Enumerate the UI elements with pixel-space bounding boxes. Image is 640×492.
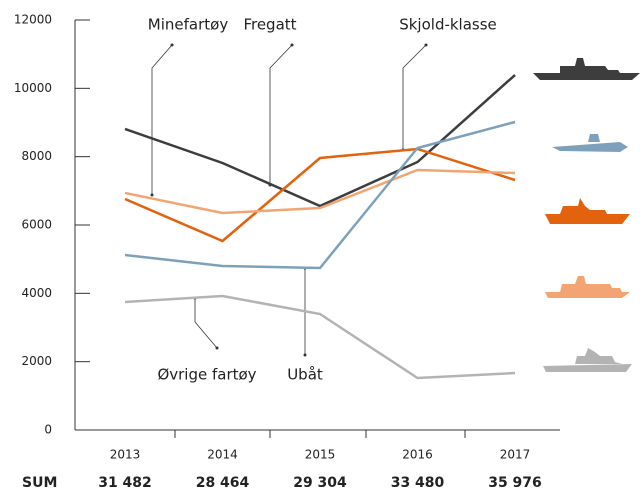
pointer-dot xyxy=(303,353,307,357)
series-label: Øvrige fartøy xyxy=(157,366,256,384)
y-tick-label: 10000 xyxy=(14,81,52,95)
y-tick-label: 6000 xyxy=(21,218,52,232)
y-tick-label: 0 xyxy=(44,423,52,437)
x-tick-label: 2014 xyxy=(207,448,238,462)
pointer-dot xyxy=(150,193,154,197)
sum-value: 33 480 xyxy=(391,475,445,491)
series-line xyxy=(124,74,516,208)
y-tick-label: 4000 xyxy=(21,286,52,300)
x-tick-label: 2015 xyxy=(305,448,336,462)
sum-value: 31 482 xyxy=(98,475,152,491)
series-label: Fregatt xyxy=(243,16,296,34)
series-line xyxy=(124,168,516,215)
y-tick-label: 12000 xyxy=(14,13,52,27)
sum-value: 29 304 xyxy=(293,475,347,491)
sum-value: 28 464 xyxy=(196,475,250,491)
y-tick-label: 8000 xyxy=(21,149,52,163)
ship-icon xyxy=(545,276,630,298)
sum-label: SUM xyxy=(22,475,57,491)
annotation-pointer xyxy=(269,44,293,185)
series-line xyxy=(124,120,516,270)
ship-icon xyxy=(543,348,632,372)
pointer-dot xyxy=(424,43,428,47)
x-tick-label: 2016 xyxy=(402,448,433,462)
y-tick-label: 2000 xyxy=(21,354,52,368)
series-label: Skjold-klasse xyxy=(399,16,497,34)
series-line xyxy=(124,294,516,380)
annotation-pointer xyxy=(151,44,173,195)
series-label: Ubåt xyxy=(287,366,323,384)
series-label: Minefartøy xyxy=(148,16,229,34)
series-line xyxy=(124,147,516,243)
pointer-dot xyxy=(290,43,294,47)
ship-icon xyxy=(533,58,640,80)
pointer-dot xyxy=(170,43,174,47)
ship-icon xyxy=(552,134,628,152)
sum-value: 35 976 xyxy=(488,475,542,491)
pointer-dot xyxy=(215,346,219,350)
ship-icon xyxy=(545,198,630,224)
x-tick-label: 2017 xyxy=(500,448,531,462)
annotation-pointer xyxy=(194,298,218,349)
annotation-pointer xyxy=(402,44,427,150)
x-tick-label: 2013 xyxy=(110,448,141,462)
